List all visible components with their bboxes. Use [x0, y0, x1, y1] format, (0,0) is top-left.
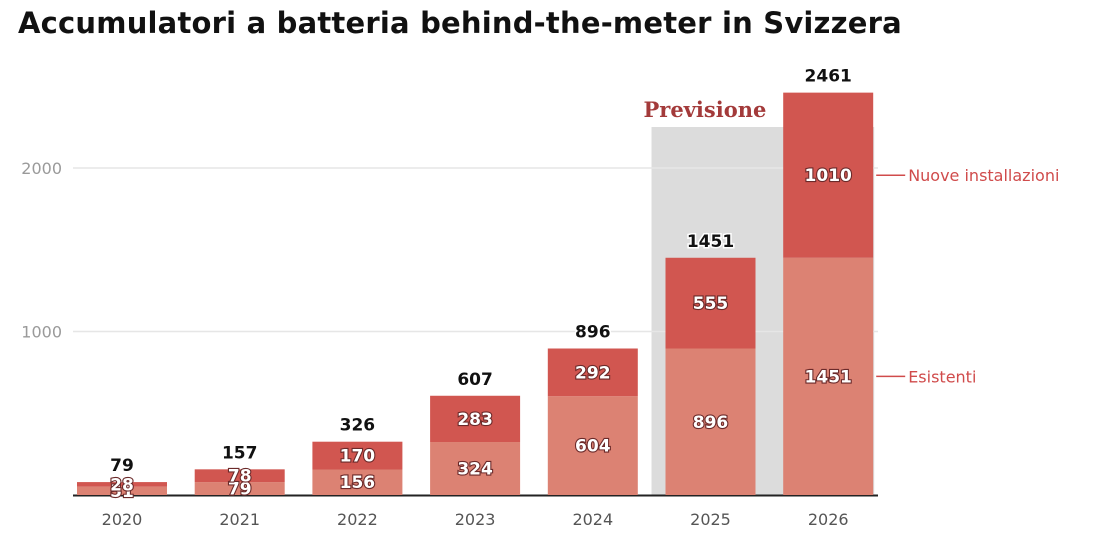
forecast-label-bg — [639, 92, 775, 126]
segment-label-existing: 79 — [228, 480, 252, 500]
segment-label-existing: 156 — [340, 473, 376, 493]
x-tick-label: 2024 — [572, 510, 613, 529]
legend-label-new: Nuove installazioni — [908, 166, 1059, 185]
total-label: 607 — [457, 370, 493, 390]
bar-segment-new — [665, 257, 756, 349]
segment-label-new: 28 — [110, 475, 134, 495]
x-tick-label: 2025 — [690, 510, 731, 529]
segment-label-new: 78 — [228, 467, 252, 487]
bar-segment-existing — [77, 486, 167, 495]
legend-label-existing: Esistenti — [908, 367, 976, 386]
total-label: 1451 — [687, 232, 734, 252]
segment-label-existing: 324 — [457, 460, 493, 480]
x-tick-label: 2026 — [808, 510, 849, 529]
total-label: 157 — [222, 443, 258, 463]
forecast-label: Previsione — [644, 97, 767, 122]
bar-segment-new — [194, 469, 285, 483]
bar-segment-new — [312, 441, 403, 470]
segment-label-new: 292 — [575, 363, 611, 383]
total-label: 2461 — [805, 67, 852, 87]
bar-segment-existing — [194, 482, 285, 495]
x-tick-label: 2023 — [455, 510, 496, 529]
total-label: 79 — [110, 456, 134, 476]
segment-label-new: 555 — [693, 294, 729, 314]
bar-segment-new — [430, 395, 521, 443]
segment-label-existing: 1451 — [805, 367, 852, 387]
x-tick-label: 2021 — [219, 510, 260, 529]
bar-segment-existing — [547, 396, 638, 495]
segment-label-new: 283 — [457, 410, 493, 430]
total-label: 896 — [575, 323, 611, 343]
bar-segment-new — [783, 92, 874, 258]
y-tick-label: 2000 — [21, 159, 62, 178]
bar-segment-existing — [312, 469, 403, 495]
bar-segment-new — [547, 348, 638, 397]
total-label: 326 — [340, 416, 376, 436]
x-tick-label: 2020 — [102, 510, 143, 529]
y-tick-label: 1000 — [21, 323, 62, 342]
segment-label-existing: 51 — [110, 482, 134, 502]
bar-segment-existing — [783, 257, 874, 495]
bar-segment-existing — [430, 442, 521, 495]
chart-title: Accumulatori a batteria behind-the-meter… — [18, 6, 902, 40]
bar-segment-new — [77, 482, 167, 487]
segment-label-existing: 896 — [693, 413, 729, 433]
segment-label-existing: 604 — [575, 437, 611, 457]
segment-label-new: 1010 — [805, 166, 852, 186]
bar-segment-existing — [665, 348, 756, 495]
x-tick-label: 2022 — [337, 510, 378, 529]
segment-label-new: 170 — [340, 447, 376, 467]
